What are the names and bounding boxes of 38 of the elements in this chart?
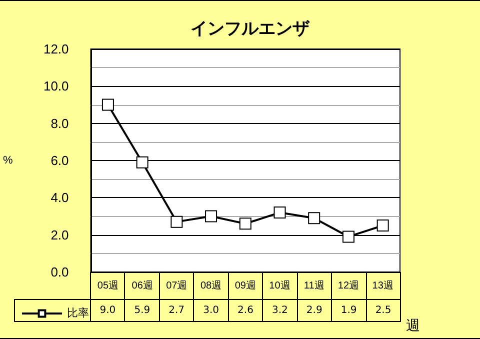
y-tick-label: 2.0 <box>50 227 69 242</box>
x-axis-title: 週 <box>406 317 420 333</box>
y-tick-label: 6.0 <box>50 153 69 168</box>
x-tick-label: 11週 <box>304 280 324 292</box>
point <box>170 216 183 228</box>
data-label: 2.7 <box>158 299 194 322</box>
chart-title: インフルエンザ <box>190 19 310 38</box>
y-axis-title: % <box>3 154 13 166</box>
point <box>205 210 218 222</box>
data-label: 5.9 <box>124 299 160 322</box>
y-tick-label: 10.0 <box>43 78 69 94</box>
point <box>102 98 114 111</box>
y-tick-label: 8.0 <box>50 116 69 131</box>
point <box>239 218 252 230</box>
x-tick-label: 05週 <box>97 280 119 292</box>
x-tick-label: 10週 <box>269 280 290 292</box>
data-label: 2.6 <box>228 299 264 322</box>
point <box>308 212 320 224</box>
point <box>342 230 354 243</box>
point <box>376 220 389 232</box>
x-tick-label: 12週 <box>338 280 360 292</box>
y-tick-label: 0.0 <box>50 264 69 280</box>
data-label: 2.5 <box>366 299 401 322</box>
data-label: 9.0 <box>90 299 126 322</box>
x-tick-label: 08週 <box>200 280 222 292</box>
point <box>274 206 286 219</box>
y-tick-label: 12.0 <box>43 42 69 56</box>
point <box>136 156 148 168</box>
data-label: 1.9 <box>331 299 367 322</box>
legend-label: 比率 <box>67 306 89 320</box>
data-label: 3.2 <box>262 299 298 322</box>
x-tick-label: 06週 <box>132 280 153 292</box>
data-label: 3.0 <box>193 299 229 322</box>
x-tick-label: 09週 <box>234 280 256 292</box>
x-tick-label: 13週 <box>372 280 394 292</box>
data-label: 2.9 <box>296 299 332 322</box>
y-tick-label: 4.0 <box>50 190 69 206</box>
x-tick-label: 07週 <box>166 280 188 292</box>
